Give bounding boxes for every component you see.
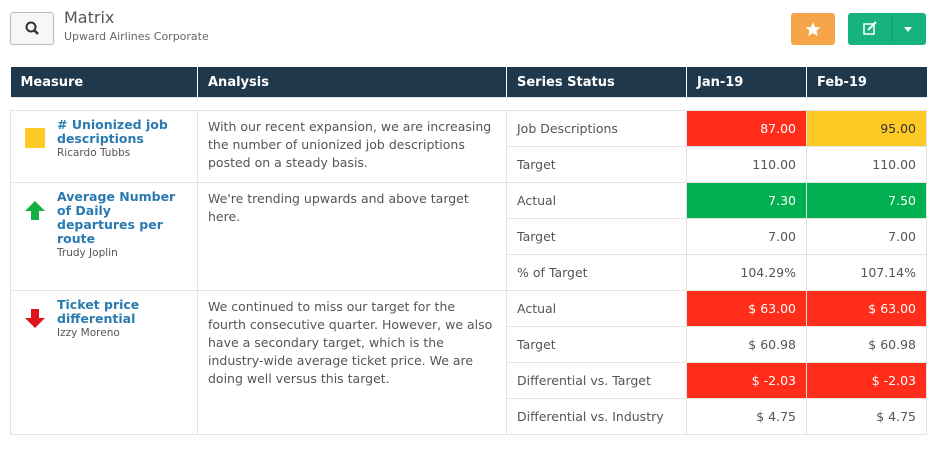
edit-button[interactable] (848, 13, 926, 45)
spacer-row (10, 97, 927, 111)
series-cell: Differential vs. Target (506, 362, 687, 399)
star-icon (805, 22, 821, 36)
value-cell: 7.30 (686, 182, 807, 219)
matrix-table: Measure Analysis Series Status Jan-19 Fe… (10, 67, 927, 435)
series-cell: Actual (506, 182, 687, 219)
value-cell: 7.00 (806, 218, 927, 255)
value-cell: $ -2.03 (806, 362, 927, 399)
page-title: Matrix (64, 8, 115, 27)
value-cell: $ -2.03 (686, 362, 807, 399)
status-icon (25, 309, 45, 328)
value-cell: 95.00 (806, 110, 927, 147)
row: Ticket price differential Izzy Moreno We… (10, 290, 927, 435)
search-button[interactable] (10, 12, 54, 45)
series-cell: Differential vs. Industry (506, 398, 687, 435)
row: Target 110.00 110.00 (11, 146, 927, 183)
row: # Unionized job descriptions Ricardo Tub… (10, 110, 927, 183)
value-cell: 7.00 (686, 218, 807, 255)
analysis-cell: We continued to miss our target for the … (197, 290, 507, 435)
column-header: Feb-19 (806, 67, 927, 98)
value-cell: $ 60.98 (686, 326, 807, 363)
search-icon (25, 21, 39, 35)
page-subtitle: Upward Airlines Corporate (64, 30, 209, 43)
value-cell: $ 60.98 (806, 326, 927, 363)
measure-link[interactable]: # Unionized job descriptions (57, 117, 168, 146)
analysis-cell: We're trending upwards and above target … (197, 182, 507, 291)
series-cell: Target (506, 218, 687, 255)
value-cell: $ 63.00 (806, 290, 927, 327)
row: Differential vs. Industry $ 4.75 $ 4.75 (11, 398, 927, 435)
measure-owner: Ricardo Tubbs (57, 147, 131, 159)
value-cell: 87.00 (686, 110, 807, 147)
analysis-cell: With our recent expansion, we are increa… (197, 110, 507, 183)
header-row: Measure Analysis Series Status Jan-19 Fe… (10, 67, 927, 98)
column-header: Jan-19 (686, 67, 807, 98)
measure-owner: Izzy Moreno (57, 327, 120, 339)
favorite-button[interactable] (791, 13, 835, 45)
value-cell: $ 63.00 (686, 290, 807, 327)
column-header: Measure (10, 67, 198, 98)
measure-link[interactable]: Average Number of Daily departures per r… (57, 189, 176, 246)
series-cell: % of Target (506, 254, 687, 291)
measure-cell: # Unionized job descriptions Ricardo Tub… (10, 110, 198, 183)
value-cell: $ 4.75 (806, 398, 927, 435)
value-cell: 7.50 (806, 182, 927, 219)
series-cell: Target (506, 326, 687, 363)
value-cell: 107.14% (806, 254, 927, 291)
status-icon (25, 201, 45, 220)
series-cell: Job Descriptions (506, 110, 687, 147)
series-cell: Target (506, 146, 687, 183)
row: % of Target 104.29% 107.14% (11, 254, 927, 291)
row: Target 7.00 7.00 (11, 218, 927, 255)
value-cell: 104.29% (686, 254, 807, 291)
row: Target $ 60.98 $ 60.98 (11, 326, 927, 363)
status-icon (25, 128, 45, 148)
value-cell: $ 4.75 (686, 398, 807, 435)
row: Average Number of Daily departures per r… (10, 182, 927, 291)
value-cell: 110.00 (806, 146, 927, 183)
column-header: Analysis (197, 67, 507, 98)
spacer (10, 97, 927, 111)
value-cell: 110.00 (686, 146, 807, 183)
edit-icons (863, 17, 912, 41)
measure-cell: Ticket price differential Izzy Moreno (10, 290, 198, 435)
series-cell: Actual (506, 290, 687, 327)
row: Differential vs. Target $ -2.03 $ -2.03 (11, 362, 927, 399)
measure-cell: Average Number of Daily departures per r… (10, 182, 198, 291)
measure-link[interactable]: Ticket price differential (57, 297, 140, 326)
measure-owner: Trudy Joplin (57, 247, 118, 259)
column-header: Series Status (506, 67, 687, 98)
